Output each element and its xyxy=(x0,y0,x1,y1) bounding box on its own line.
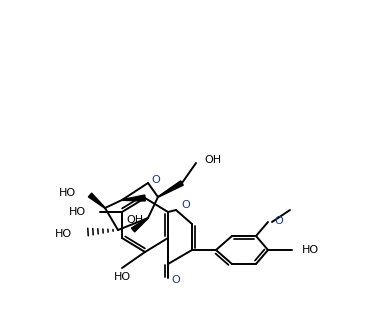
Text: HO: HO xyxy=(302,245,319,255)
Polygon shape xyxy=(158,181,183,197)
Text: HO: HO xyxy=(113,272,131,282)
Polygon shape xyxy=(88,193,105,208)
Text: O: O xyxy=(274,216,283,226)
Text: O: O xyxy=(152,175,160,185)
Text: OH: OH xyxy=(204,155,221,165)
Text: HO: HO xyxy=(55,229,72,239)
Text: HO: HO xyxy=(69,207,86,217)
Text: OH: OH xyxy=(127,215,143,225)
Text: O: O xyxy=(172,275,180,285)
Polygon shape xyxy=(122,195,145,201)
Polygon shape xyxy=(131,218,148,232)
Text: HO: HO xyxy=(59,188,76,198)
Text: O: O xyxy=(182,200,190,210)
